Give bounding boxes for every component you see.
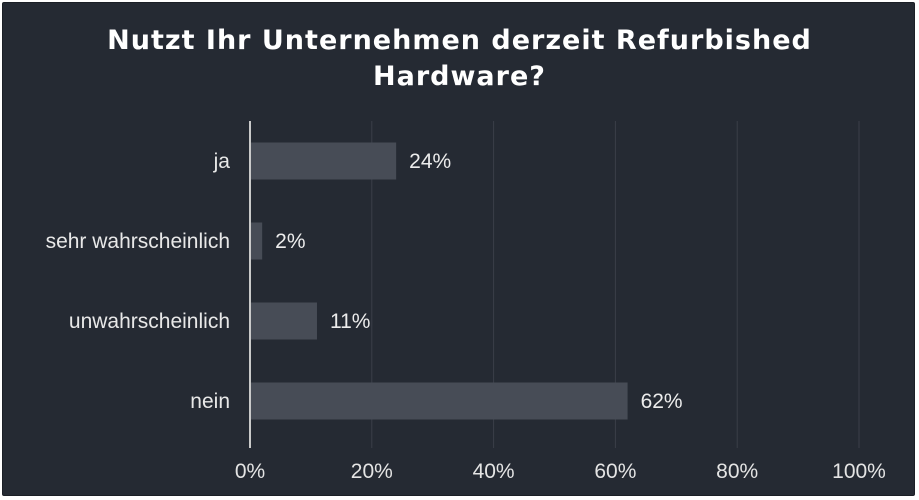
x-tick-label-60: 60% <box>594 460 636 483</box>
value-label-2: 11% <box>330 310 370 333</box>
x-tick-label-100: 100% <box>832 460 886 483</box>
value-label-3: 62% <box>641 390 683 413</box>
value-label-1: 2% <box>275 230 305 253</box>
category-label-0: ja <box>213 150 231 173</box>
category-label-1: sehr wahrscheinlich <box>46 230 230 253</box>
bar-0 <box>250 142 397 180</box>
x-tick-label-40: 40% <box>473 460 515 483</box>
bar-chart: ja 24% sehr wahrscheinlich 2% unwahrscheinli… <box>46 121 886 483</box>
chart-title: Nutzt Ihr Unternehmen derzeit Refurbishe… <box>3 23 916 95</box>
chart-title-line-2: Hardware? <box>373 61 546 92</box>
x-tick-label-20: 20% <box>351 460 393 483</box>
value-label-0: 24% <box>409 150 451 173</box>
category-label-3: nein <box>190 390 230 413</box>
bar-3 <box>250 382 628 420</box>
x-tick-label-0: 0% <box>235 460 265 483</box>
bar-2 <box>250 302 317 340</box>
x-tick-label-80: 80% <box>716 460 758 483</box>
bar-1 <box>250 222 263 260</box>
chart-title-line-1: Nutzt Ihr Unternehmen derzeit Refurbishe… <box>107 25 812 56</box>
category-label-2: unwahrscheinlich <box>69 310 230 333</box>
